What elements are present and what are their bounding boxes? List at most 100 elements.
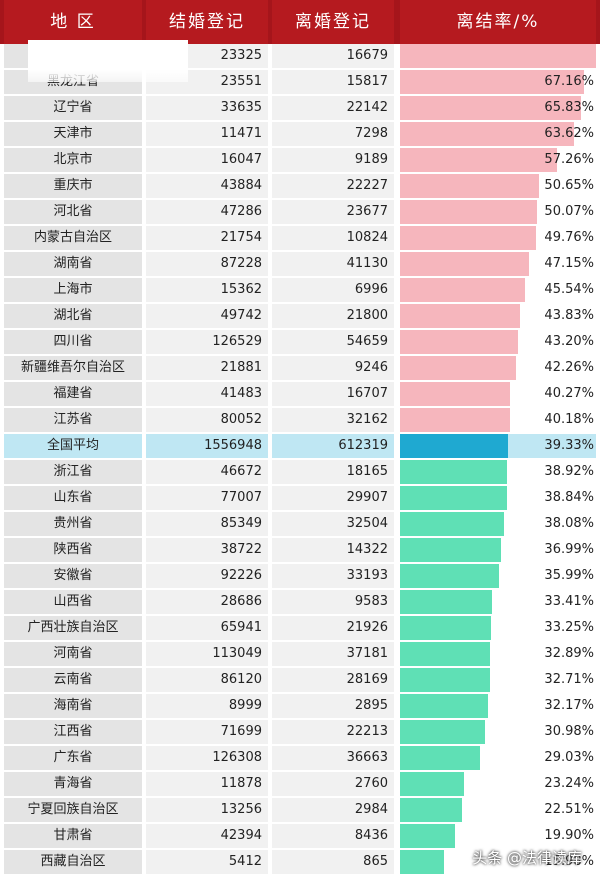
ratio-label: 32.17% [544,698,594,713]
marriage-cell: 49742 [146,304,268,328]
ratio-label: 57.26% [544,152,594,167]
table-row: 山东省 77007 29907 38.84% [0,486,600,512]
ratio-label: 32.71% [544,672,594,687]
region-cell: 安徽省 [4,564,142,588]
marriage-cell: 28686 [146,590,268,614]
ratio-label: 35.99% [544,568,594,583]
table-row: 江苏省 80052 32162 40.18% [0,408,600,434]
marriage-cell: 71699 [146,720,268,744]
ratio-bar [400,252,530,276]
ratio-bar [400,824,455,848]
table-row: 河北省 47286 23677 50.07% [0,200,600,226]
ratio-bar [400,590,492,614]
region-cell: 西藏自治区 [4,850,142,874]
marriage-cell: 126308 [146,746,268,770]
ratio-bar [400,538,502,562]
divorce-cell: 32162 [272,408,394,432]
table-row: 海南省 8999 2895 32.17% [0,694,600,720]
divorce-cell: 54659 [272,330,394,354]
marriage-cell: 33635 [146,96,268,120]
table-row: 湖南省 87228 41130 47.15% [0,252,600,278]
ratio-label: 33.25% [544,620,594,635]
region-cell: 河北省 [4,200,142,224]
ratio-bar [400,746,480,770]
table-row: 天津市 11471 7298 63.62% [0,122,600,148]
divorce-cell: 37181 [272,642,394,666]
ratio-bar [400,642,491,666]
ratio-label: 15.98% [544,854,594,869]
table-row: 河南省 113049 37181 32.89% [0,642,600,668]
region-cell: 甘肃省 [4,824,142,848]
region-cell: 内蒙古自治区 [4,226,142,250]
divorce-cell: 22227 [272,174,394,198]
region-cell: 青海省 [4,772,142,796]
region-cell: 湖北省 [4,304,142,328]
header-marriage-label: 结婚登记 [169,12,245,32]
region-cell: 江西省 [4,720,142,744]
ratio-bar [400,616,492,640]
ratio-bar [400,564,499,588]
divorce-cell: 16707 [272,382,394,406]
ratio-bar [400,668,490,692]
marriage-cell: 65941 [146,616,268,640]
ratio-bar [400,850,444,874]
divorce-cell: 7298 [272,122,394,146]
ratio-label: 38.84% [544,490,594,505]
table-row: 四川省 126529 54659 43.20% [0,330,600,356]
table-row: 内蒙古自治区 21754 10824 49.76% [0,226,600,252]
ratio-bar [400,148,557,172]
divorce-cell: 14322 [272,538,394,562]
divorce-cell: 16679 [272,44,394,68]
table-row: 全国平均 1556948 612319 39.33% [0,434,600,460]
region-cell: 广西壮族自治区 [4,616,142,640]
divorce-cell: 2760 [272,772,394,796]
divorce-cell: 32504 [272,512,394,536]
ratio-label: 40.27% [544,386,594,401]
region-cell: 辽宁省 [4,96,142,120]
ratio-label: 33.41% [544,594,594,609]
divorce-cell: 21926 [272,616,394,640]
ratio-label: 22.51% [544,802,594,817]
region-cell: 新疆维吾尔自治区 [4,356,142,380]
ratio-bar [400,226,537,250]
ratio-label: 47.15% [544,256,594,271]
ratio-label: 38.92% [544,464,594,479]
region-cell: 山东省 [4,486,142,510]
region-cell: 四川省 [4,330,142,354]
divorce-cell: 865 [272,850,394,874]
ratio-bar [400,486,507,510]
divorce-cell: 21800 [272,304,394,328]
ratio-label: 65.83% [544,100,594,115]
marriage-cell: 87228 [146,252,268,276]
ratio-label: 67.16% [544,74,594,89]
ratio-bar [400,44,596,68]
table-row: 重庆市 43884 22227 50.65% [0,174,600,200]
marriage-cell: 8999 [146,694,268,718]
region-cell: 浙江省 [4,460,142,484]
marriage-cell: 77007 [146,486,268,510]
table-row: 浙江省 46672 18165 38.92% [0,460,600,486]
marriage-cell: 21754 [146,226,268,250]
table-row: 甘肃省 42394 8436 19.90% [0,824,600,850]
divorce-cell: 23677 [272,200,394,224]
ratio-bar [400,694,489,718]
ratio-bar [400,122,575,146]
divorce-cell: 612319 [272,434,394,458]
marriage-cell: 86120 [146,668,268,692]
region-cell: 河南省 [4,642,142,666]
ratio-label: 50.07% [544,204,594,219]
header-region: 地 区 [4,0,142,44]
ratio-bar [400,96,581,120]
region-cell: 天津市 [4,122,142,146]
ratio-bar [400,200,538,224]
region-cell: 陕西省 [4,538,142,562]
divorce-cell: 41130 [272,252,394,276]
region-cell: 湖南省 [4,252,142,276]
header-divorce: 离婚登记 [272,0,394,44]
ratio-bar [400,330,519,354]
table-row: 宁夏回族自治区 13256 2984 22.51% [0,798,600,824]
ratio-bar [400,408,511,432]
ratio-label: 39.33% [544,438,594,453]
divorce-cell: 8436 [272,824,394,848]
table-row: 辽宁省 33635 22142 65.83% [0,96,600,122]
